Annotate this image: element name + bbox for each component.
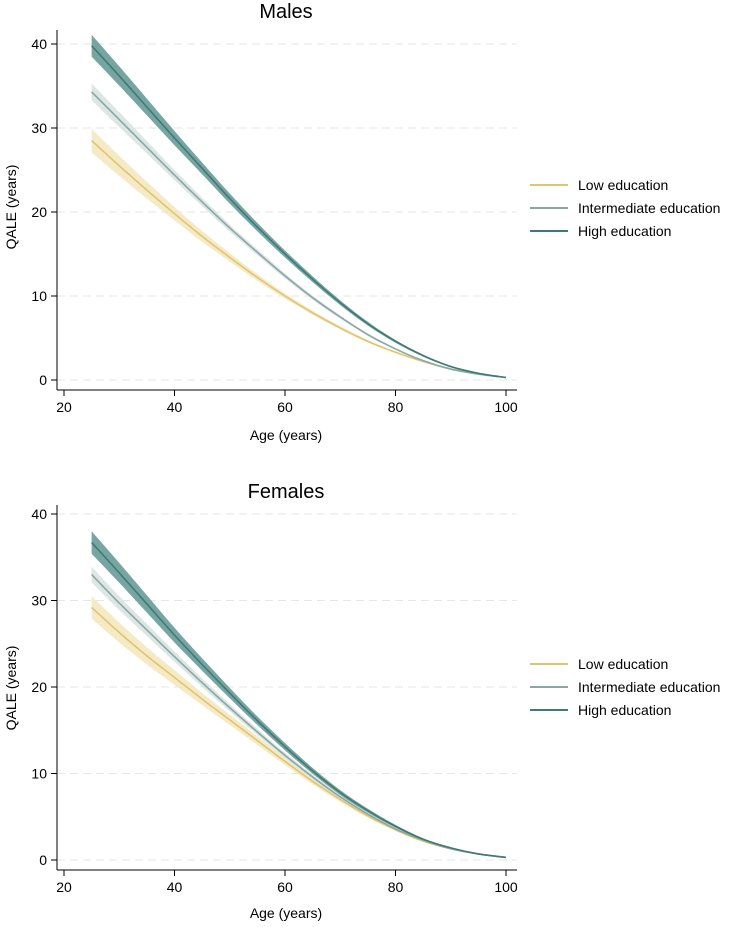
x-tick-label: 100: [494, 399, 518, 415]
y-tick-label: 0: [39, 372, 47, 388]
x-tick-label: 80: [388, 399, 404, 415]
chart-title: Males: [259, 1, 312, 23]
chart-title: Females: [248, 481, 325, 503]
series-line: [92, 543, 506, 858]
figure-svg: Males 20 40 60 80 100 010203040 Age (years) …: [0, 0, 748, 922]
legend-label: High education: [578, 702, 671, 718]
y-tick-labels: 0 10 20 30 40: [31, 506, 47, 868]
x-tick-labels: 20 40 60 80 100: [56, 399, 518, 415]
y-tick-label: 10: [31, 766, 47, 782]
legend-label: Intermediate education: [578, 679, 720, 695]
ci-band: [92, 129, 506, 378]
legend-label: High education: [578, 223, 671, 239]
x-tick-label: 60: [277, 879, 293, 895]
x-axis-title: Age (years): [250, 427, 322, 443]
x-tick-label: 40: [167, 879, 183, 895]
series-line: [92, 141, 506, 378]
legend: Low education Intermediate education High …: [530, 177, 720, 239]
gridlines: [57, 514, 517, 860]
legend: Low education Intermediate education High …: [530, 656, 720, 718]
y-tick-labels: 0 10 20 30 40: [31, 36, 47, 388]
series-line: [92, 92, 506, 378]
y-tick-label: 20: [31, 204, 47, 220]
y-tick-label: 10: [31, 288, 47, 304]
x-tick-label: 20: [56, 879, 72, 895]
gridlines: [57, 44, 517, 380]
y-tick-label: 30: [31, 120, 47, 136]
ci-band: [92, 35, 506, 378]
confidence-bands: [92, 531, 506, 857]
confidence-bands: [92, 35, 506, 378]
series-line: [92, 607, 506, 857]
series-lines: [92, 543, 506, 858]
y-tick-label: 40: [31, 506, 47, 522]
y-tick-label: 20: [31, 679, 47, 695]
x-tick-label: 60: [277, 399, 293, 415]
x-tick-label: 100: [494, 879, 518, 895]
legend-label: Low education: [578, 656, 668, 672]
figure: Males 20 40 60 80 100 0 10 20 30 40 Age (years) …: [0, 0, 748, 922]
chart-females: Females 20 40 60 80 100 0 10 20 30 40 Age (years…: [3, 481, 720, 921]
axes: [51, 505, 517, 876]
x-axis-title: Age (years): [250, 905, 322, 921]
x-tick-labels: 20 40 60 80 100: [56, 879, 518, 895]
legend-label: Intermediate education: [578, 200, 720, 216]
ci-band: [92, 531, 506, 857]
y-tick-label: 0: [39, 852, 47, 868]
legend-label: Low education: [578, 177, 668, 193]
y-axis-title: QALE (years): [3, 646, 19, 731]
y-axis-title: QALE (years): [3, 165, 19, 250]
x-tick-label: 20: [56, 399, 72, 415]
x-tick-label: 40: [167, 399, 183, 415]
x-tick-label: 80: [388, 879, 404, 895]
y-tick-label: 30: [31, 593, 47, 609]
y-tick-label: 40: [31, 36, 47, 52]
